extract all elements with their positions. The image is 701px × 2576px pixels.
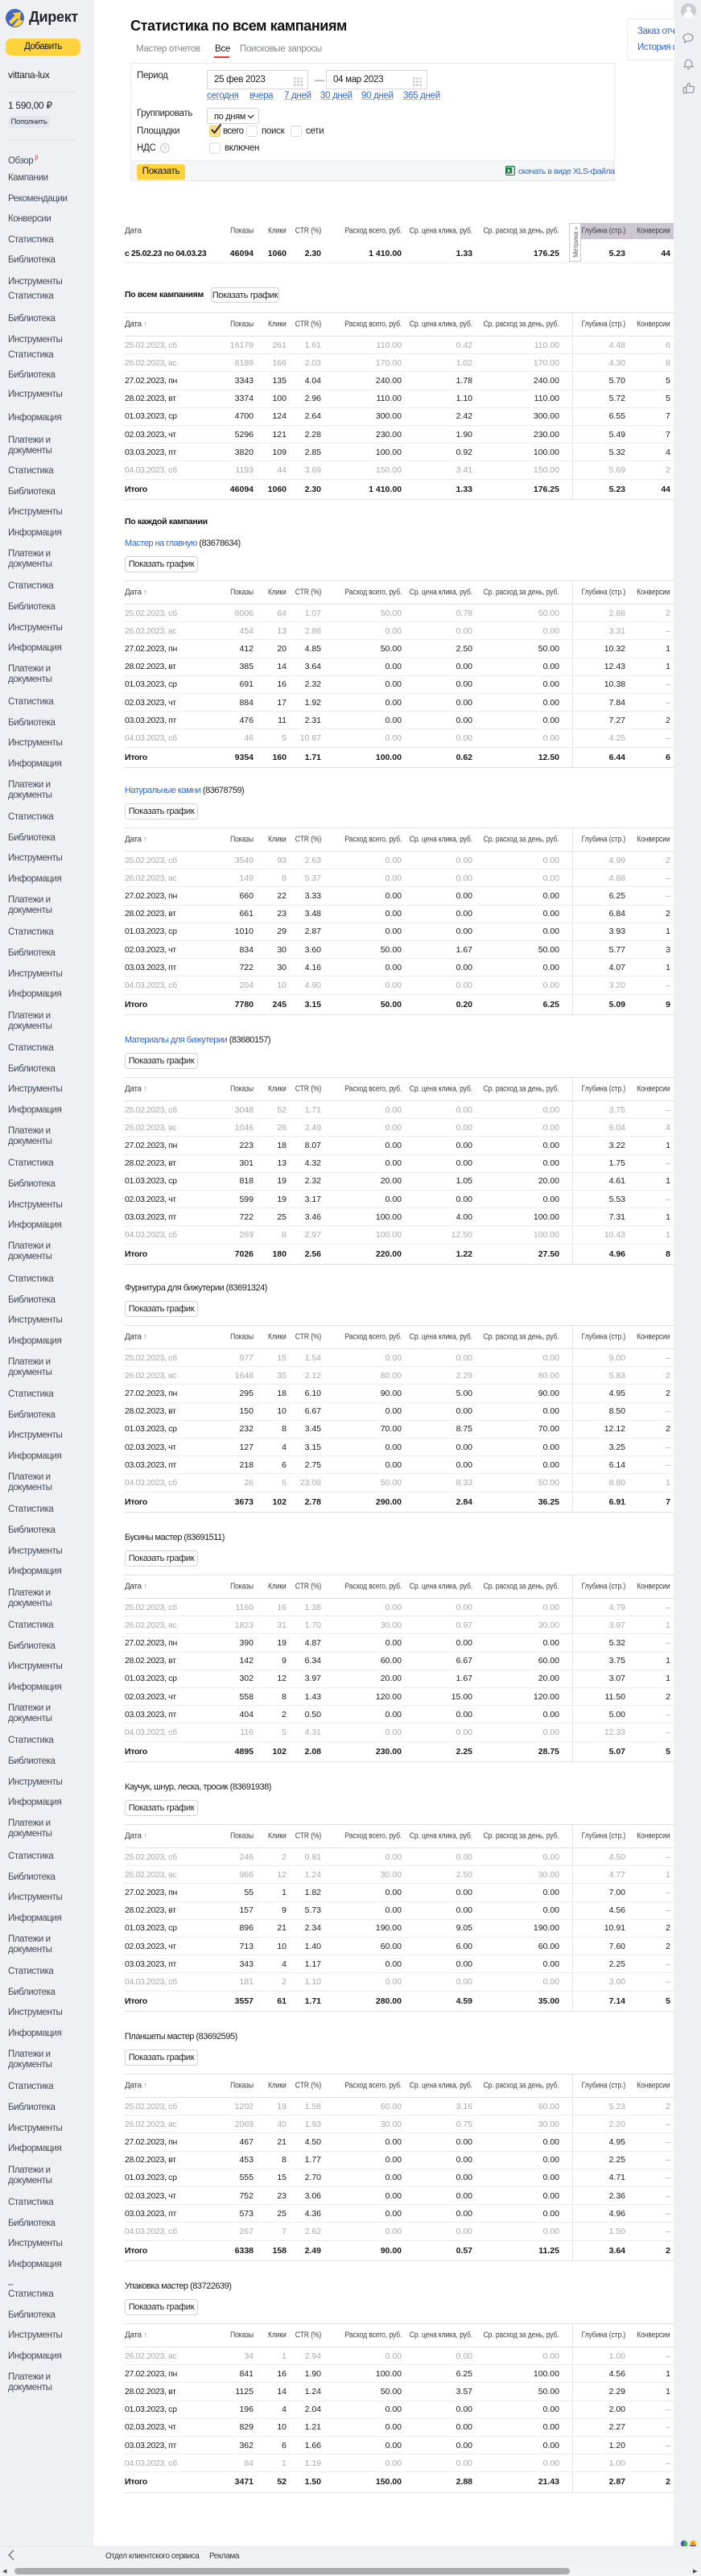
svg-text:?: ? [163,145,167,152]
svg-text:X: X [507,168,511,174]
